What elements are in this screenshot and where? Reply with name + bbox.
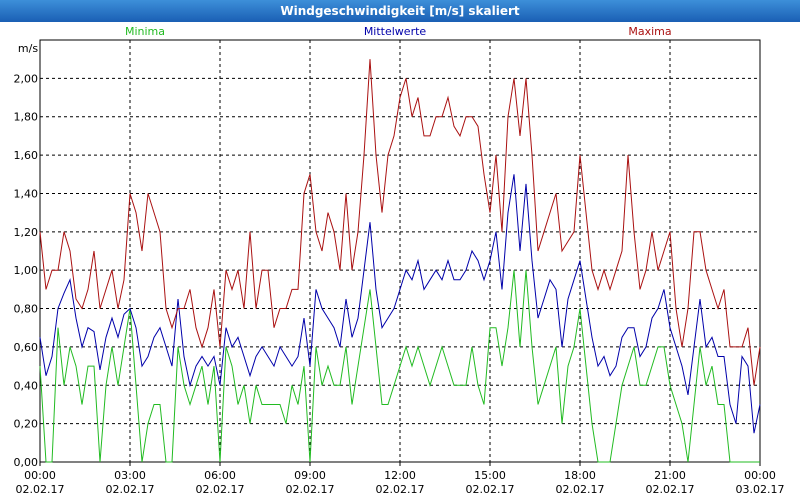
x-tick-date: 02.02.17 — [196, 483, 245, 496]
x-tick-date: 02.02.17 — [106, 483, 155, 496]
x-tick-date: 02.02.17 — [556, 483, 605, 496]
y-tick-label: 1,60 — [14, 149, 39, 162]
x-tick-time: 12:00 — [384, 469, 416, 482]
y-tick-label: 0,60 — [14, 341, 39, 354]
chart-area: 0,00 0,20 0,40 0,60 0,80 1,00 1,20 1,40 1,60 1,80… — [0, 22, 800, 500]
y-tick-label: 1,80 — [14, 111, 39, 124]
y-tick-label: 1,00 — [14, 264, 39, 277]
x-tick-time: 21:00 — [654, 469, 686, 482]
legend-entry-mittelwerte: Mittelwerte — [364, 25, 427, 38]
y-tick-label: 0,80 — [14, 303, 39, 316]
x-tick-time: 00:00 — [744, 469, 776, 482]
x-tick-date: 02.02.17 — [16, 483, 65, 496]
series-line-mittelwerte — [39, 174, 761, 434]
x-tick-time: 18:00 — [564, 469, 596, 482]
series-line-minima — [39, 270, 760, 463]
x-tick-time: 03:00 — [114, 469, 146, 482]
x-tick-date: 02.02.17 — [376, 483, 425, 496]
y-tick-label: 0,20 — [14, 418, 39, 431]
legend-entry-maxima: Maxima — [628, 25, 671, 38]
y-tick-label: 2,00 — [14, 72, 39, 85]
x-tick-time: 09:00 — [294, 469, 326, 482]
y-tick-label: 1,20 — [14, 226, 39, 239]
legend-entry-minima: Minima — [125, 25, 165, 38]
y-tick-label: 1,40 — [14, 187, 39, 200]
series-line-maxima — [39, 59, 761, 386]
x-tick-date: 02.02.17 — [466, 483, 515, 496]
x-tick-date: 02.02.17 — [646, 483, 695, 496]
series-group — [39, 59, 761, 463]
x-tick-time: 06:00 — [204, 469, 236, 482]
labels: 0,00 0,20 0,40 0,60 0,80 1,00 1,20 1,40 1,60 1,80… — [14, 25, 785, 496]
y-tick-label: 0,40 — [14, 379, 39, 392]
y-axis-label: m/s — [18, 42, 38, 55]
y-tick-label: 0,00 — [14, 456, 39, 469]
x-tick-date: 03.02.17 — [736, 483, 785, 496]
chart-title: Windgeschwindigkeit [m/s] skaliert — [0, 0, 800, 23]
x-tick-date: 02.02.17 — [286, 483, 335, 496]
x-tick-time: 15:00 — [474, 469, 506, 482]
x-tick-time: 00:00 — [24, 469, 56, 482]
